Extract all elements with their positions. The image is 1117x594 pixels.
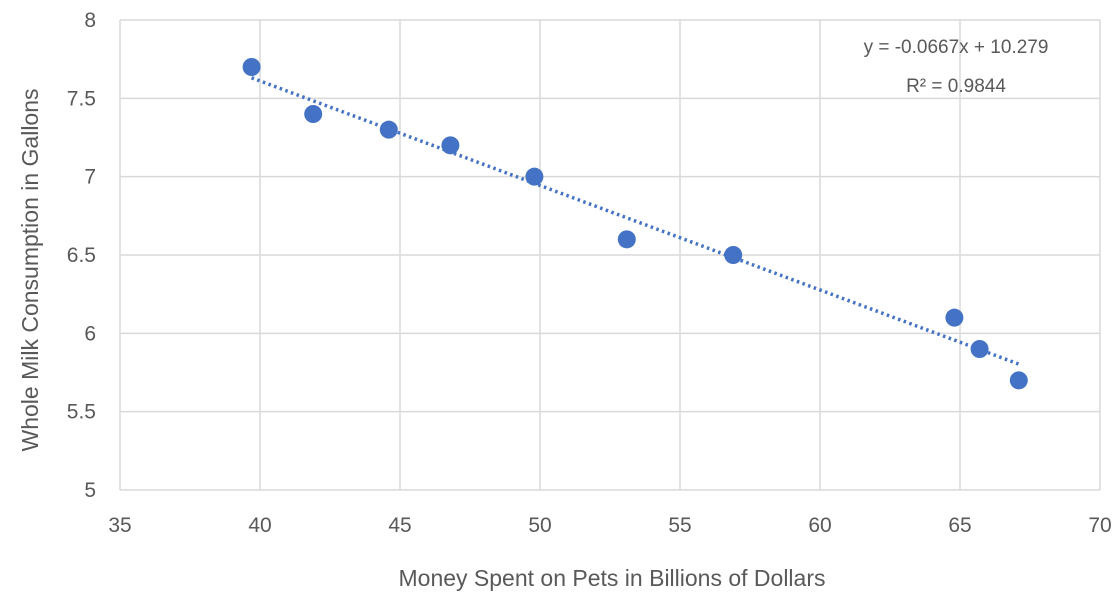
data-point xyxy=(441,136,460,155)
x-tick-label: 70 xyxy=(1088,514,1111,537)
data-point xyxy=(242,58,261,76)
y-tick-label: 5.5 xyxy=(67,401,96,424)
x-tick-label: 40 xyxy=(248,514,271,537)
data-point xyxy=(379,120,398,139)
data-points xyxy=(242,58,1028,390)
x-axis-title: Money Spent on Pets in Billions of Dolla… xyxy=(399,565,826,591)
x-tick-label: 45 xyxy=(388,514,411,537)
y-axis-title: Whole Milk Consumption in Gallons xyxy=(17,88,43,451)
data-point xyxy=(304,105,323,123)
x-tick-label: 65 xyxy=(948,514,971,537)
trendline-equation: y = -0.0667x + 10.279 xyxy=(864,37,1049,58)
trendline xyxy=(250,76,1020,366)
y-tick-label: 6 xyxy=(84,322,96,345)
data-point xyxy=(945,308,964,327)
y-tick-label: 8 xyxy=(84,9,96,32)
trendline-r-squared: R² = 0.9844 xyxy=(906,76,1006,97)
y-tick-label: 5 xyxy=(84,479,96,502)
x-tick-label: 55 xyxy=(668,514,691,537)
y-tick-label: 7.5 xyxy=(67,87,96,110)
x-tick-label: 60 xyxy=(808,514,831,537)
data-point xyxy=(1009,371,1028,390)
data-point xyxy=(617,230,636,249)
data-point xyxy=(970,340,989,358)
x-tick-label: 35 xyxy=(108,514,131,537)
data-point xyxy=(525,167,544,186)
x-tick-label: 50 xyxy=(528,514,551,537)
trendline-path xyxy=(250,76,1020,366)
y-tick-label: 6.5 xyxy=(67,244,96,267)
tick-labels: 35 40 45 50 55 60 65 70 5 5.5 6 6.5 7 7.5 8 xyxy=(67,9,1112,537)
data-point xyxy=(724,246,743,264)
y-tick-label: 7 xyxy=(84,166,96,189)
gridlines xyxy=(119,19,1101,491)
